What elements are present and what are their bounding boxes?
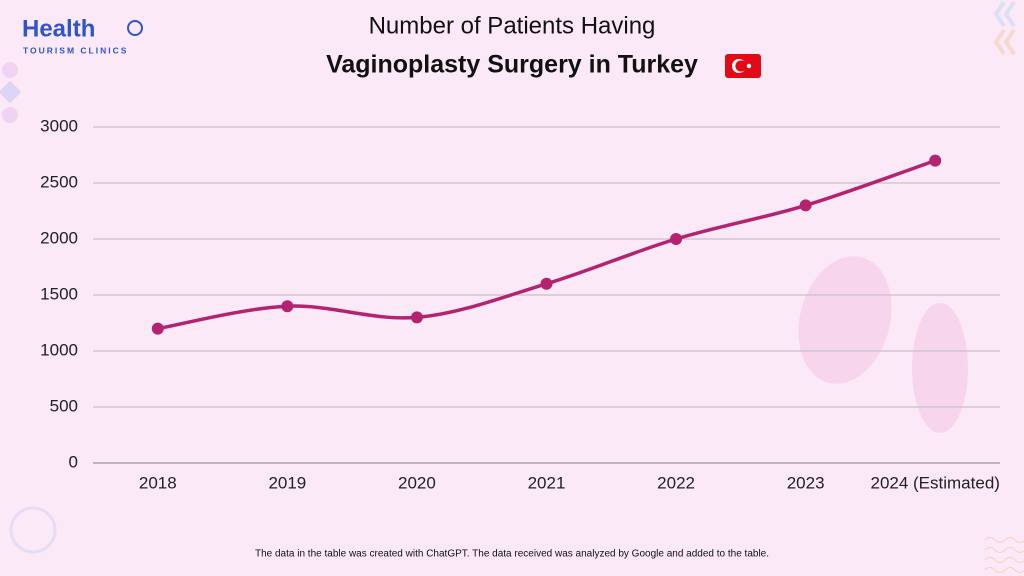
logo-tagline: TOURISM CLINICS <box>23 45 128 55</box>
point <box>281 300 294 313</box>
y-tick-label: 3000 <box>40 116 78 135</box>
point <box>670 233 683 245</box>
x-tick-label: 2020 <box>398 473 436 492</box>
x-tick-label: 2024 (Estimated) <box>870 473 999 492</box>
y-tick-label: 2500 <box>40 172 78 191</box>
x-tick-label: 2023 <box>787 473 825 492</box>
logo-name: Health <box>22 15 95 42</box>
y-tick-label: 1500 <box>40 284 78 303</box>
point <box>929 154 942 167</box>
footnote: The data in the table was created with C… <box>255 549 769 560</box>
point <box>799 199 812 212</box>
x-tick-label: 2019 <box>268 473 306 492</box>
chart-title: Number of Patients Having <box>369 12 656 39</box>
y-tick-label: 0 <box>69 452 78 471</box>
x-tick-label: 2021 <box>528 473 566 492</box>
y-tick-label: 1000 <box>40 340 78 359</box>
flag <box>725 54 761 78</box>
x-tick-label: 2022 <box>657 473 695 492</box>
y-tick-label: 500 <box>50 396 78 415</box>
point <box>151 322 164 335</box>
x-tick-label: 2018 <box>139 473 177 492</box>
y-tick-label: 2000 <box>40 228 78 247</box>
chart-subtitle: Vaginoplasty Surgery in Turkey <box>326 51 698 79</box>
point <box>410 311 423 324</box>
logo-icon <box>127 20 143 36</box>
point <box>540 277 553 290</box>
